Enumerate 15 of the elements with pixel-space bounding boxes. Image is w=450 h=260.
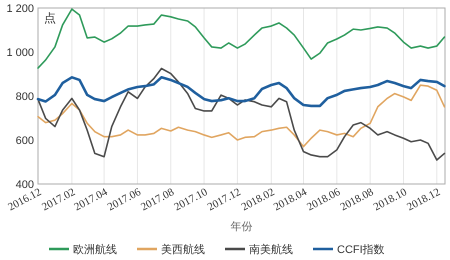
line-series: [37, 8, 446, 69]
line-series: [36, 76, 446, 108]
legend-label: 南美航线: [249, 242, 293, 256]
line-series: [37, 68, 446, 161]
y-tick-label: 1 200: [6, 2, 34, 15]
legend-label: CCFI指数: [337, 244, 385, 256]
y-tick-label: 1 000: [6, 46, 34, 59]
legend-label: 美西航线: [161, 242, 205, 256]
y-axis-title: 点: [44, 11, 56, 25]
x-axis-title: 年份: [230, 221, 252, 233]
line-series: [37, 84, 446, 148]
y-tick-label: 400: [16, 178, 34, 191]
y-tick-label: 600: [16, 134, 34, 147]
legend-label: 欧洲航线: [73, 242, 117, 256]
y-tick-label: 800: [16, 90, 34, 103]
